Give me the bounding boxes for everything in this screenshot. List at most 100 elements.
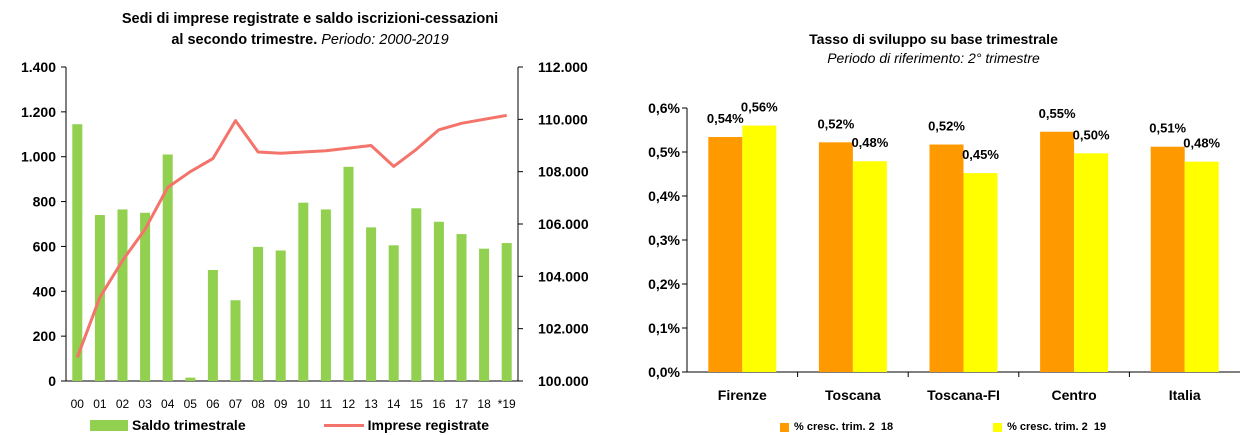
x-category-label: 03 (138, 397, 152, 411)
legend-item-imprese: Imprese registrate (323, 417, 490, 433)
y-tick-label: 0,4% (648, 188, 680, 204)
legend-label-imprese: Imprese registrate (367, 417, 490, 433)
legend-label-saldo: Saldo trimestrale (132, 417, 246, 433)
x-category-label: *19 (498, 397, 516, 411)
bar-centro-s1 (1074, 153, 1109, 372)
y-tick-label: 0,6% (648, 100, 680, 116)
saldo-bar-13 (366, 227, 377, 381)
bar-toscana-s0 (818, 142, 853, 372)
legend-item-saldo: Saldo trimestrale (90, 417, 246, 433)
right-y-tick-label: 106.000 (538, 216, 589, 232)
saldo-bar-15 (411, 208, 422, 381)
bar-firenze-s1 (742, 125, 777, 372)
bar-italia-s0 (1150, 146, 1185, 372)
saldo-bar-04 (162, 154, 173, 381)
left-y-tick-label: 400 (33, 283, 57, 299)
legend-label-trim19: % cresc. trim. 2 19 (1007, 421, 1107, 433)
left-y-tick-label: 1.400 (21, 59, 56, 75)
x-category-label: 09 (274, 397, 288, 411)
saldo-bar-17 (456, 234, 467, 381)
left-chart-title-bold: al secondo trimestre. (171, 32, 318, 48)
left-chart: Sedi di imprese registrate e saldo iscri… (0, 0, 620, 435)
x-category-label: 05 (184, 397, 198, 411)
x-category-label: 04 (161, 397, 175, 411)
right-y-tick-label: 102.000 (538, 321, 589, 337)
x-category-label: 15 (410, 397, 424, 411)
x-category-label: Firenze (718, 387, 767, 403)
y-tick-label: 0,0% (648, 364, 680, 380)
saldo-bar-05 (185, 377, 196, 381)
legend-swatch-trim19 (993, 422, 1003, 432)
x-category-label: 16 (432, 397, 446, 411)
bar-value-label: 0,54% (707, 111, 744, 126)
right-chart-plot: 0,0% 0,1% 0,2% 0,3% 0,4% 0,5% 0,6% 0,54%0,56% Fi… (648, 100, 1240, 403)
saldo-bar-02 (117, 209, 128, 381)
left-chart-legend: Saldo trimestrale Imprese registrate (90, 417, 489, 433)
x-category-label: 12 (342, 397, 356, 411)
saldo-bar-09 (275, 250, 286, 381)
saldo-bar-07 (230, 300, 241, 381)
x-category-label: Italia (1169, 387, 1201, 403)
x-category-label: 14 (387, 397, 401, 411)
bar-toscana-fi-s0 (929, 144, 964, 372)
saldo-bar-03 (140, 212, 151, 381)
saldo-bar-18 (479, 248, 490, 381)
right-chart: Tasso di sviluppo su base trimestrale Pe… (620, 0, 1247, 435)
bar-value-label: 0,48% (851, 135, 888, 150)
right-chart-subtitle: Periodo di riferimento: 2° trimestre (827, 50, 1040, 66)
saldo-bar-12 (343, 166, 354, 381)
left-y-tick-label: 0 (48, 373, 56, 389)
bar-toscana-s1 (852, 161, 887, 372)
saldo-bar-08 (253, 246, 264, 381)
bar-value-label: 0,55% (1039, 106, 1076, 121)
right-y-tick-label: 112.000 (538, 59, 588, 75)
left-chart-title-line2: al secondo trimestre. Periodo: 2000-2019 (0, 32, 620, 48)
bar-value-label: 0,45% (962, 147, 999, 162)
left-chart-title-period: Periodo: 2000-2019 (321, 32, 449, 48)
left-y-tick-label: 1.200 (21, 104, 56, 120)
bar-toscana-fi-s1 (963, 173, 998, 372)
x-category-label: 07 (229, 397, 243, 411)
legend-label-trim18: % cresc. trim. 2 18 (794, 421, 894, 433)
saldo-bar-00 (72, 124, 83, 381)
saldo-bar-11 (320, 209, 331, 381)
imprese-line (75, 113, 507, 358)
left-y-tick-label: 800 (33, 194, 57, 210)
x-category-label: 17 (455, 397, 469, 411)
x-category-label: 11 (320, 397, 333, 411)
right-y-tick-label: 110.000 (538, 111, 588, 127)
x-category-label: 02 (116, 397, 130, 411)
bar-value-label: 0,52% (928, 119, 965, 134)
y-tick-label: 0,3% (648, 232, 680, 248)
legend-swatch-saldo (90, 419, 128, 431)
x-category-label: 10 (297, 397, 311, 411)
left-y-tick-label: 200 (33, 328, 57, 344)
legend-item-trim19: % cresc. trim. 2 19 (993, 421, 1106, 433)
y-tick-label: 0,1% (648, 320, 680, 336)
left-y-tick-label: 600 (33, 238, 57, 254)
right-chart-legend: % cresc. trim. 2 18 % cresc. trim. 2 19 (780, 421, 1106, 433)
bar-value-label: 0,56% (741, 100, 778, 115)
y-tick-label: 0,2% (648, 276, 680, 292)
x-category-label: 13 (364, 397, 378, 411)
x-category-label: 01 (93, 397, 107, 411)
x-category-label: Toscana (825, 387, 881, 403)
right-chart-title: Tasso di sviluppo su base trimestrale (809, 31, 1058, 47)
legend-item-trim18: % cresc. trim. 2 18 (780, 421, 893, 433)
left-chart-plot: 0 200 400 600 800 1.000 1.200 1.400 100.000 102.0… (21, 59, 589, 411)
y-tick-label: 0,5% (648, 144, 680, 160)
left-y-tick-label: 1.000 (21, 149, 56, 165)
x-category-label: Centro (1052, 387, 1097, 403)
right-y-tick-label: 108.000 (538, 164, 589, 180)
saldo-bar-14 (388, 245, 399, 381)
right-y-tick-label: 104.000 (538, 268, 589, 284)
x-category-label: 08 (251, 397, 265, 411)
right-y-tick-label: 100.000 (538, 373, 589, 389)
saldo-bar-*19 (501, 243, 512, 381)
legend-swatch-imprese (323, 423, 364, 427)
bar-value-label: 0,51% (1149, 121, 1186, 136)
saldo-bar-10 (298, 202, 309, 381)
x-category-label: 18 (477, 397, 491, 411)
left-chart-title-line1: Sedi di imprese registrate e saldo iscri… (121, 11, 499, 27)
saldo-bar-06 (207, 269, 218, 381)
